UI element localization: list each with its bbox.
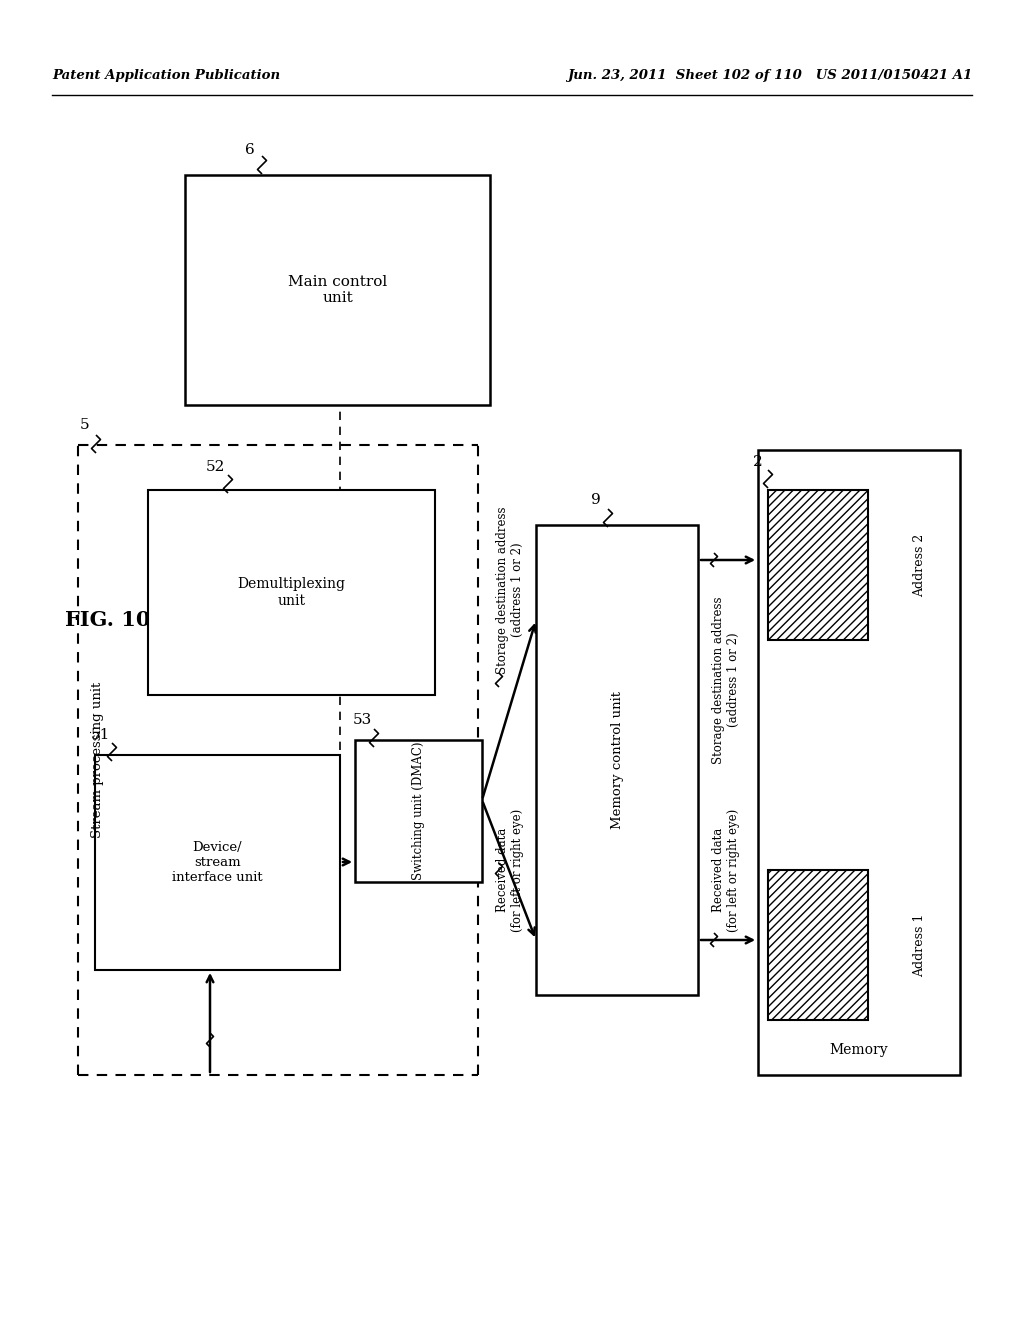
Text: 2: 2 bbox=[753, 455, 763, 469]
Text: Jun. 23, 2011  Sheet 102 of 110   US 2011/0150421 A1: Jun. 23, 2011 Sheet 102 of 110 US 2011/0… bbox=[566, 69, 972, 82]
Text: 5: 5 bbox=[80, 418, 90, 432]
Bar bbox=[148, 490, 435, 696]
Bar bbox=[95, 755, 340, 970]
Text: Switching unit (DMAC): Switching unit (DMAC) bbox=[412, 742, 425, 880]
Text: Memory control unit: Memory control unit bbox=[610, 690, 624, 829]
Bar bbox=[185, 176, 490, 405]
Bar bbox=[768, 490, 868, 640]
Text: Address 2: Address 2 bbox=[913, 533, 927, 597]
Text: 53: 53 bbox=[352, 713, 372, 727]
Bar bbox=[536, 525, 698, 995]
Text: Received data
(for left or right eye): Received data (for left or right eye) bbox=[712, 808, 740, 932]
Text: Patent Application Publication: Patent Application Publication bbox=[52, 69, 281, 82]
Bar bbox=[355, 741, 482, 882]
Text: Main control
unit: Main control unit bbox=[288, 275, 387, 305]
Text: Device/
stream
interface unit: Device/ stream interface unit bbox=[172, 841, 263, 884]
Text: Received data
(for left or right eye): Received data (for left or right eye) bbox=[496, 808, 524, 932]
Text: FIG. 102: FIG. 102 bbox=[65, 610, 165, 630]
Text: Stream processing unit: Stream processing unit bbox=[90, 682, 103, 838]
Text: 6: 6 bbox=[245, 143, 255, 157]
Text: 9: 9 bbox=[591, 492, 601, 507]
Text: Storage destination address
(address 1 or 2): Storage destination address (address 1 o… bbox=[712, 597, 740, 764]
Bar bbox=[768, 870, 868, 1020]
Text: 52: 52 bbox=[206, 459, 224, 474]
Text: Demultiplexing
unit: Demultiplexing unit bbox=[238, 577, 345, 607]
Text: Storage destination address
(address 1 or 2): Storage destination address (address 1 o… bbox=[496, 507, 524, 673]
Text: 51: 51 bbox=[90, 729, 110, 742]
Text: Address 1: Address 1 bbox=[913, 913, 927, 977]
Text: Memory: Memory bbox=[829, 1043, 888, 1057]
Bar bbox=[758, 450, 961, 1074]
